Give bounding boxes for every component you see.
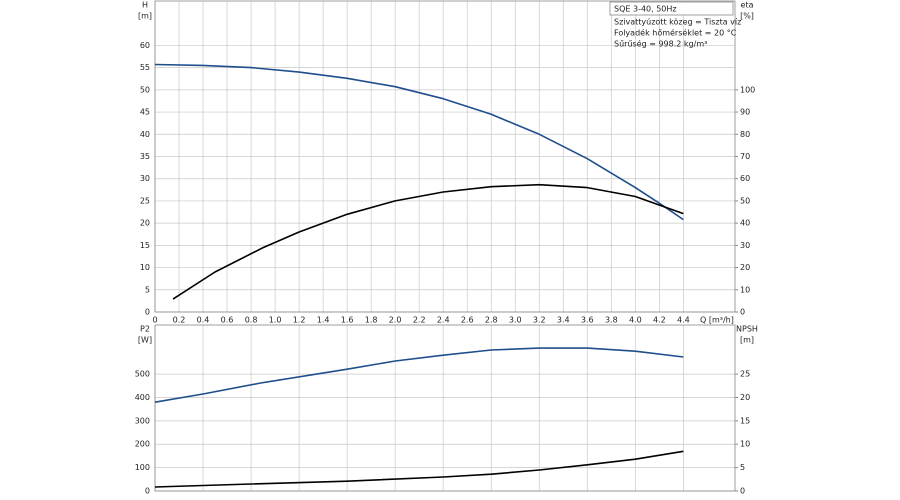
y2-tick-label: 90 xyxy=(740,108,750,117)
y-tick-label: 40 xyxy=(140,130,150,139)
y-tick-label: 60 xyxy=(140,41,150,50)
x-tick-label: 0.2 xyxy=(173,316,186,325)
y-tick-label: 20 xyxy=(140,219,150,228)
x-tick-label: 3.8 xyxy=(605,316,618,325)
data-line xyxy=(154,450,684,488)
y-tick-label: 200 xyxy=(135,440,150,449)
y-tick-label: 500 xyxy=(135,370,150,379)
y-tick-label: 0 xyxy=(145,487,150,496)
y2-tick-label: 80 xyxy=(740,130,750,139)
y2-tick-label: 10 xyxy=(740,285,750,294)
y2-tick-label: 60 xyxy=(740,174,750,183)
annotation-line: Folyadék hőmérséklet = 20 °C xyxy=(614,28,737,38)
y2-tick-label: 25 xyxy=(740,370,750,379)
y2-axis-title: eta xyxy=(741,1,754,10)
y-tick-label: 25 xyxy=(140,196,150,205)
y-tick-label: 15 xyxy=(140,241,150,250)
y-axis-title: P2 xyxy=(140,325,150,334)
y2-axis-unit: [m] xyxy=(740,336,754,345)
y2-tick-label: 0 xyxy=(740,487,745,496)
data-line xyxy=(154,63,684,221)
x-tick-label: 1.2 xyxy=(293,316,306,325)
plot-frame xyxy=(154,0,736,313)
x-tick-label: 4.4 xyxy=(677,316,690,325)
y-tick-label: 50 xyxy=(140,85,150,94)
y-tick-label: 10 xyxy=(140,263,150,272)
y2-tick-label: 0 xyxy=(740,308,745,317)
x-tick-label: 1.8 xyxy=(365,316,378,325)
y-tick-label: 5 xyxy=(145,285,150,294)
x-tick-label: 2.6 xyxy=(461,316,474,325)
y-tick-label: 55 xyxy=(140,63,150,72)
x-tick-label: 0 xyxy=(152,316,157,325)
annotation-line: Szivattyúzott közeg = Tiszta víz xyxy=(614,18,741,27)
y-tick-label: 35 xyxy=(140,152,150,161)
y-tick-label: 100 xyxy=(135,463,150,472)
x-tick-label: 1.0 xyxy=(269,316,282,325)
y2-tick-label: 5 xyxy=(740,463,745,472)
y2-tick-label: 20 xyxy=(740,393,750,402)
y2-tick-label: 20 xyxy=(740,263,750,272)
x-tick-label: 0.8 xyxy=(245,316,258,325)
y-tick-label: 30 xyxy=(140,174,150,183)
x-tick-label: 3.6 xyxy=(581,316,594,325)
y2-tick-label: 10 xyxy=(740,440,750,449)
y2-tick-label: 100 xyxy=(740,85,755,94)
y2-tick-label: 30 xyxy=(740,241,750,250)
plot-frame xyxy=(154,324,736,492)
y-tick-label: 45 xyxy=(140,108,150,117)
x-tick-label: 2.4 xyxy=(437,316,450,325)
y2-tick-label: 70 xyxy=(740,152,750,161)
y2-tick-label: 15 xyxy=(740,416,750,425)
y-axis-unit: [W] xyxy=(138,336,152,345)
y-tick-label: 300 xyxy=(135,416,150,425)
y2-axis-unit: [%] xyxy=(740,12,754,21)
x-tick-label: 2.8 xyxy=(485,316,498,325)
data-line xyxy=(154,347,684,403)
annotation-title: SQE 3-40, 50Hz xyxy=(614,5,677,14)
x-tick-label: 2.0 xyxy=(389,316,402,325)
y-axis-unit: [m] xyxy=(138,12,152,21)
annotation-line: Sűrűség = 998.2 kg/m³ xyxy=(614,39,707,49)
data-line xyxy=(172,183,684,300)
x-tick-label: 3.4 xyxy=(557,316,570,325)
x-tick-label: 4.0 xyxy=(629,316,642,325)
x-tick-label: 1.4 xyxy=(317,316,330,325)
x-tick-label: 0.4 xyxy=(197,316,210,325)
y2-tick-label: 50 xyxy=(740,196,750,205)
y-tick-label: 400 xyxy=(135,393,150,402)
x-tick-label: 0.6 xyxy=(221,316,234,325)
x-axis-title: Q [m³/h] xyxy=(700,316,734,325)
x-tick-label: 3.2 xyxy=(533,316,546,325)
y-tick-label: 0 xyxy=(145,308,150,317)
x-tick-label: 4.2 xyxy=(653,316,666,325)
y-axis-title: H xyxy=(142,1,148,10)
y2-tick-label: 40 xyxy=(740,219,750,228)
x-tick-label: 2.2 xyxy=(413,316,426,325)
x-tick-label: 1.6 xyxy=(341,316,354,325)
annotation-box xyxy=(609,1,734,16)
x-tick-label: 3.0 xyxy=(509,316,522,325)
y2-axis-title: NPSH xyxy=(736,325,758,334)
